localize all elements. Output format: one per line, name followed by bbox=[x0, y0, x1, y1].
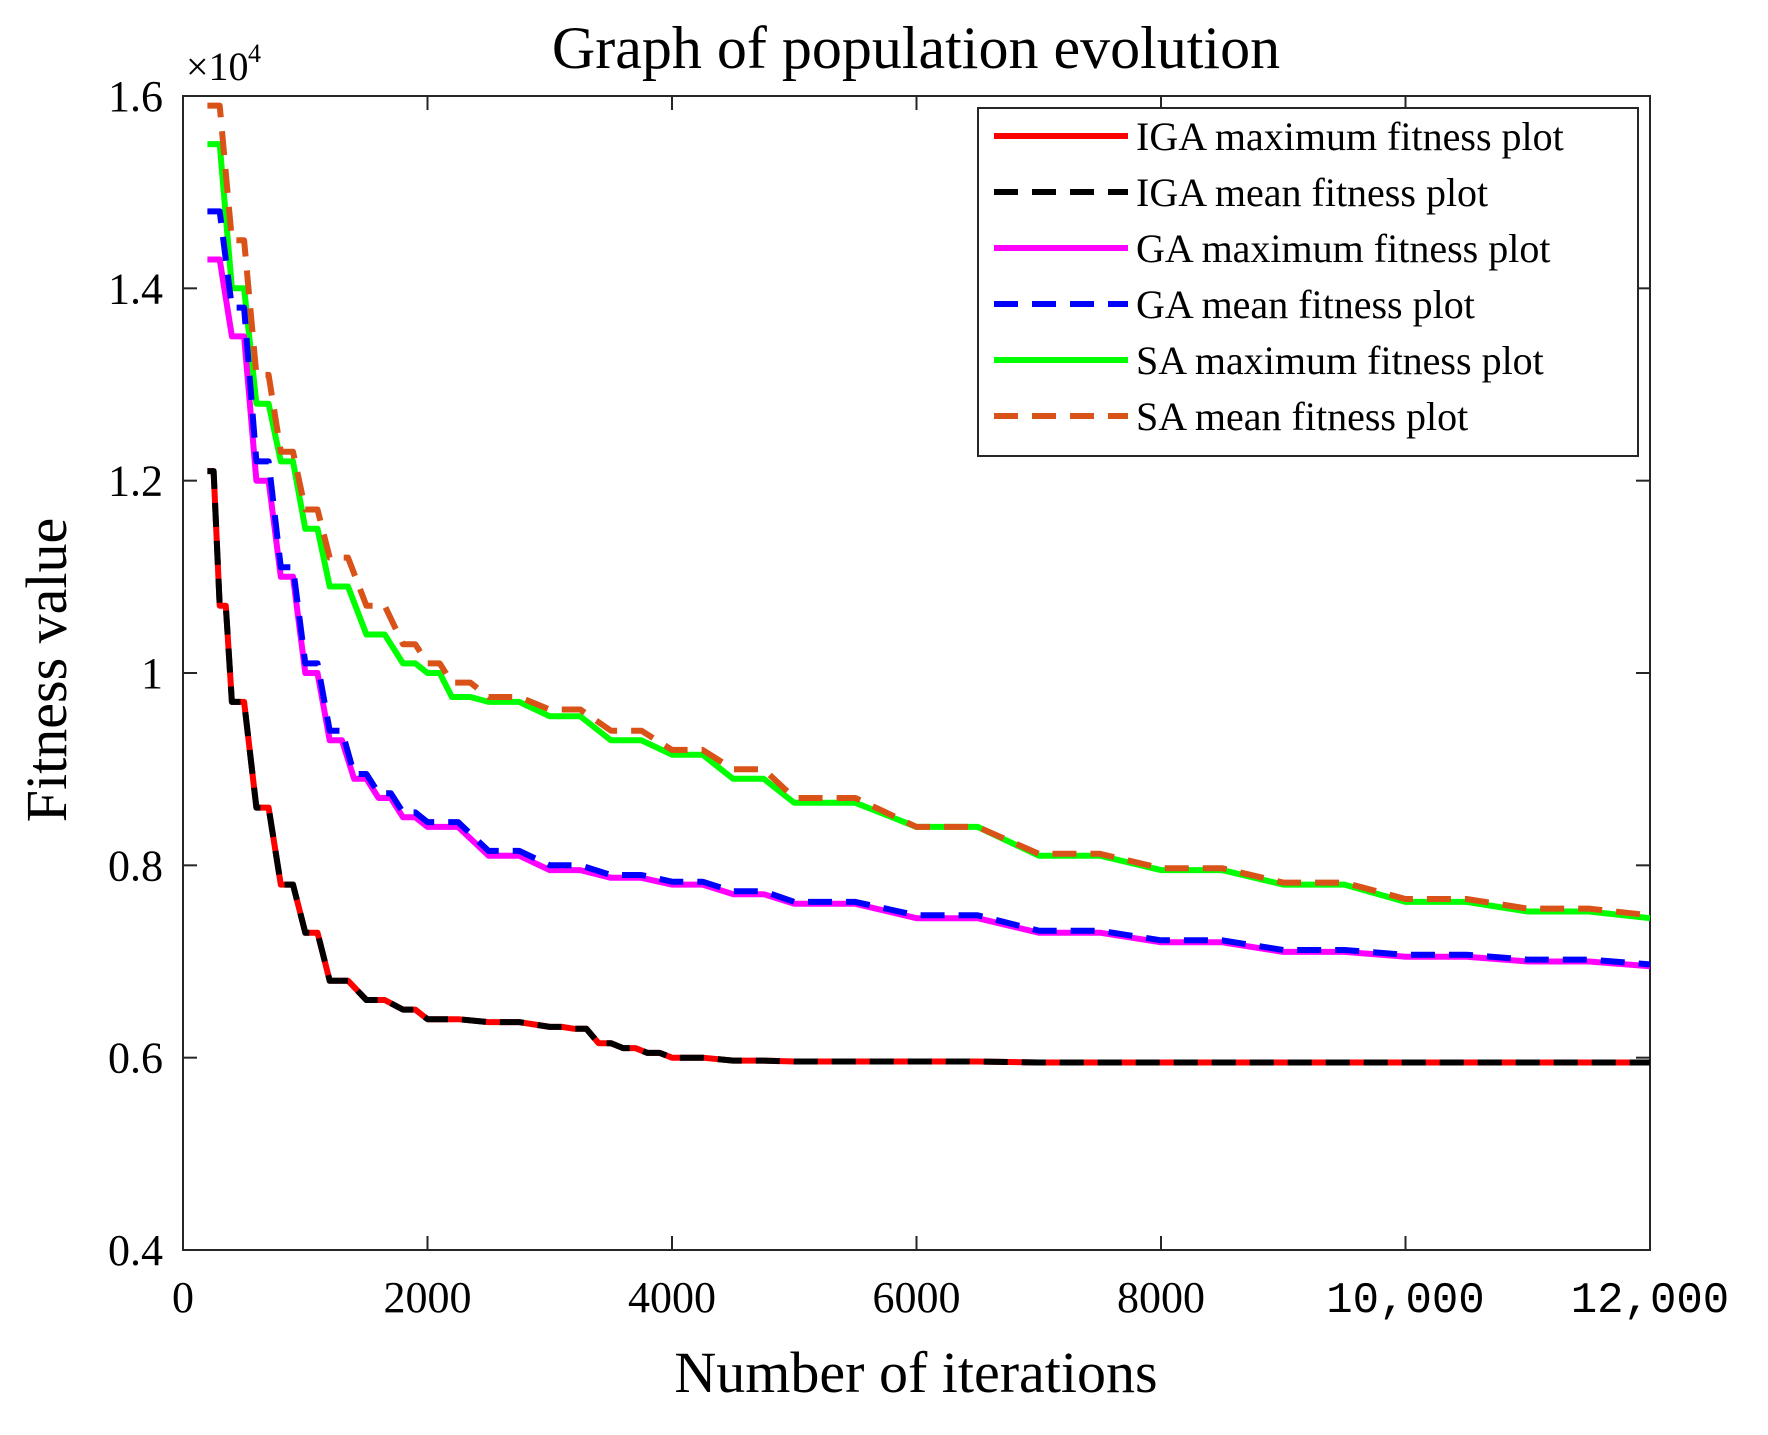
y-tick-label: 0.4 bbox=[108, 1226, 163, 1275]
y-tick-label: 1 bbox=[141, 649, 163, 698]
legend-label: SA mean fitness plot bbox=[1136, 394, 1468, 439]
legend: IGA maximum fitness plot IGA mean fitness… bbox=[977, 107, 1639, 457]
series-layer bbox=[207, 102, 1651, 1066]
legend-label: GA mean fitness plot bbox=[1136, 282, 1475, 327]
y-tick-labels: 0.4 0.6 0.8 1 1.2 1.4 1.6 bbox=[108, 72, 163, 1275]
y-tick-label: 1.4 bbox=[108, 264, 163, 313]
legend-box bbox=[977, 107, 1639, 457]
y-tick-label: 0.8 bbox=[108, 841, 163, 890]
y-tick-label: 0.6 bbox=[108, 1034, 163, 1083]
y-axis-exponent: ×10 4 bbox=[186, 39, 261, 89]
exponent-base: ×10 bbox=[186, 44, 249, 89]
series-line-iga-mean-fitness-plot bbox=[207, 468, 1650, 1066]
x-tick-label: 12,000 bbox=[1571, 1276, 1729, 1326]
chart-title: Graph of population evolution bbox=[552, 15, 1280, 81]
exponent-power: 4 bbox=[248, 39, 261, 68]
legend-label: IGA mean fitness plot bbox=[1136, 170, 1488, 215]
x-tick-labels: 0 2000 4000 6000 8000 10,000 12,000 bbox=[172, 1273, 1729, 1326]
legend-label: SA maximum fitness plot bbox=[1136, 338, 1544, 383]
x-tick-label: 4000 bbox=[628, 1273, 716, 1322]
y-tick-label: 1.2 bbox=[108, 457, 163, 506]
y-tick-label: 1.6 bbox=[108, 72, 163, 121]
y-axis-label: Fitness value bbox=[14, 518, 79, 822]
x-tick-label: 0 bbox=[172, 1273, 194, 1322]
x-tick-label: 6000 bbox=[873, 1273, 961, 1322]
x-tick-label: 10,000 bbox=[1326, 1276, 1484, 1326]
legend-label: GA maximum fitness plot bbox=[1136, 226, 1550, 271]
x-tick-label: 2000 bbox=[384, 1273, 472, 1322]
x-tick-label: 8000 bbox=[1117, 1273, 1205, 1322]
legend-label: IGA maximum fitness plot bbox=[1136, 114, 1564, 159]
x-axis-label: Number of iterations bbox=[674, 1340, 1157, 1405]
series-line-ga-mean-fitness-plot bbox=[207, 208, 1651, 968]
axis-ticks bbox=[182, 95, 1651, 1251]
